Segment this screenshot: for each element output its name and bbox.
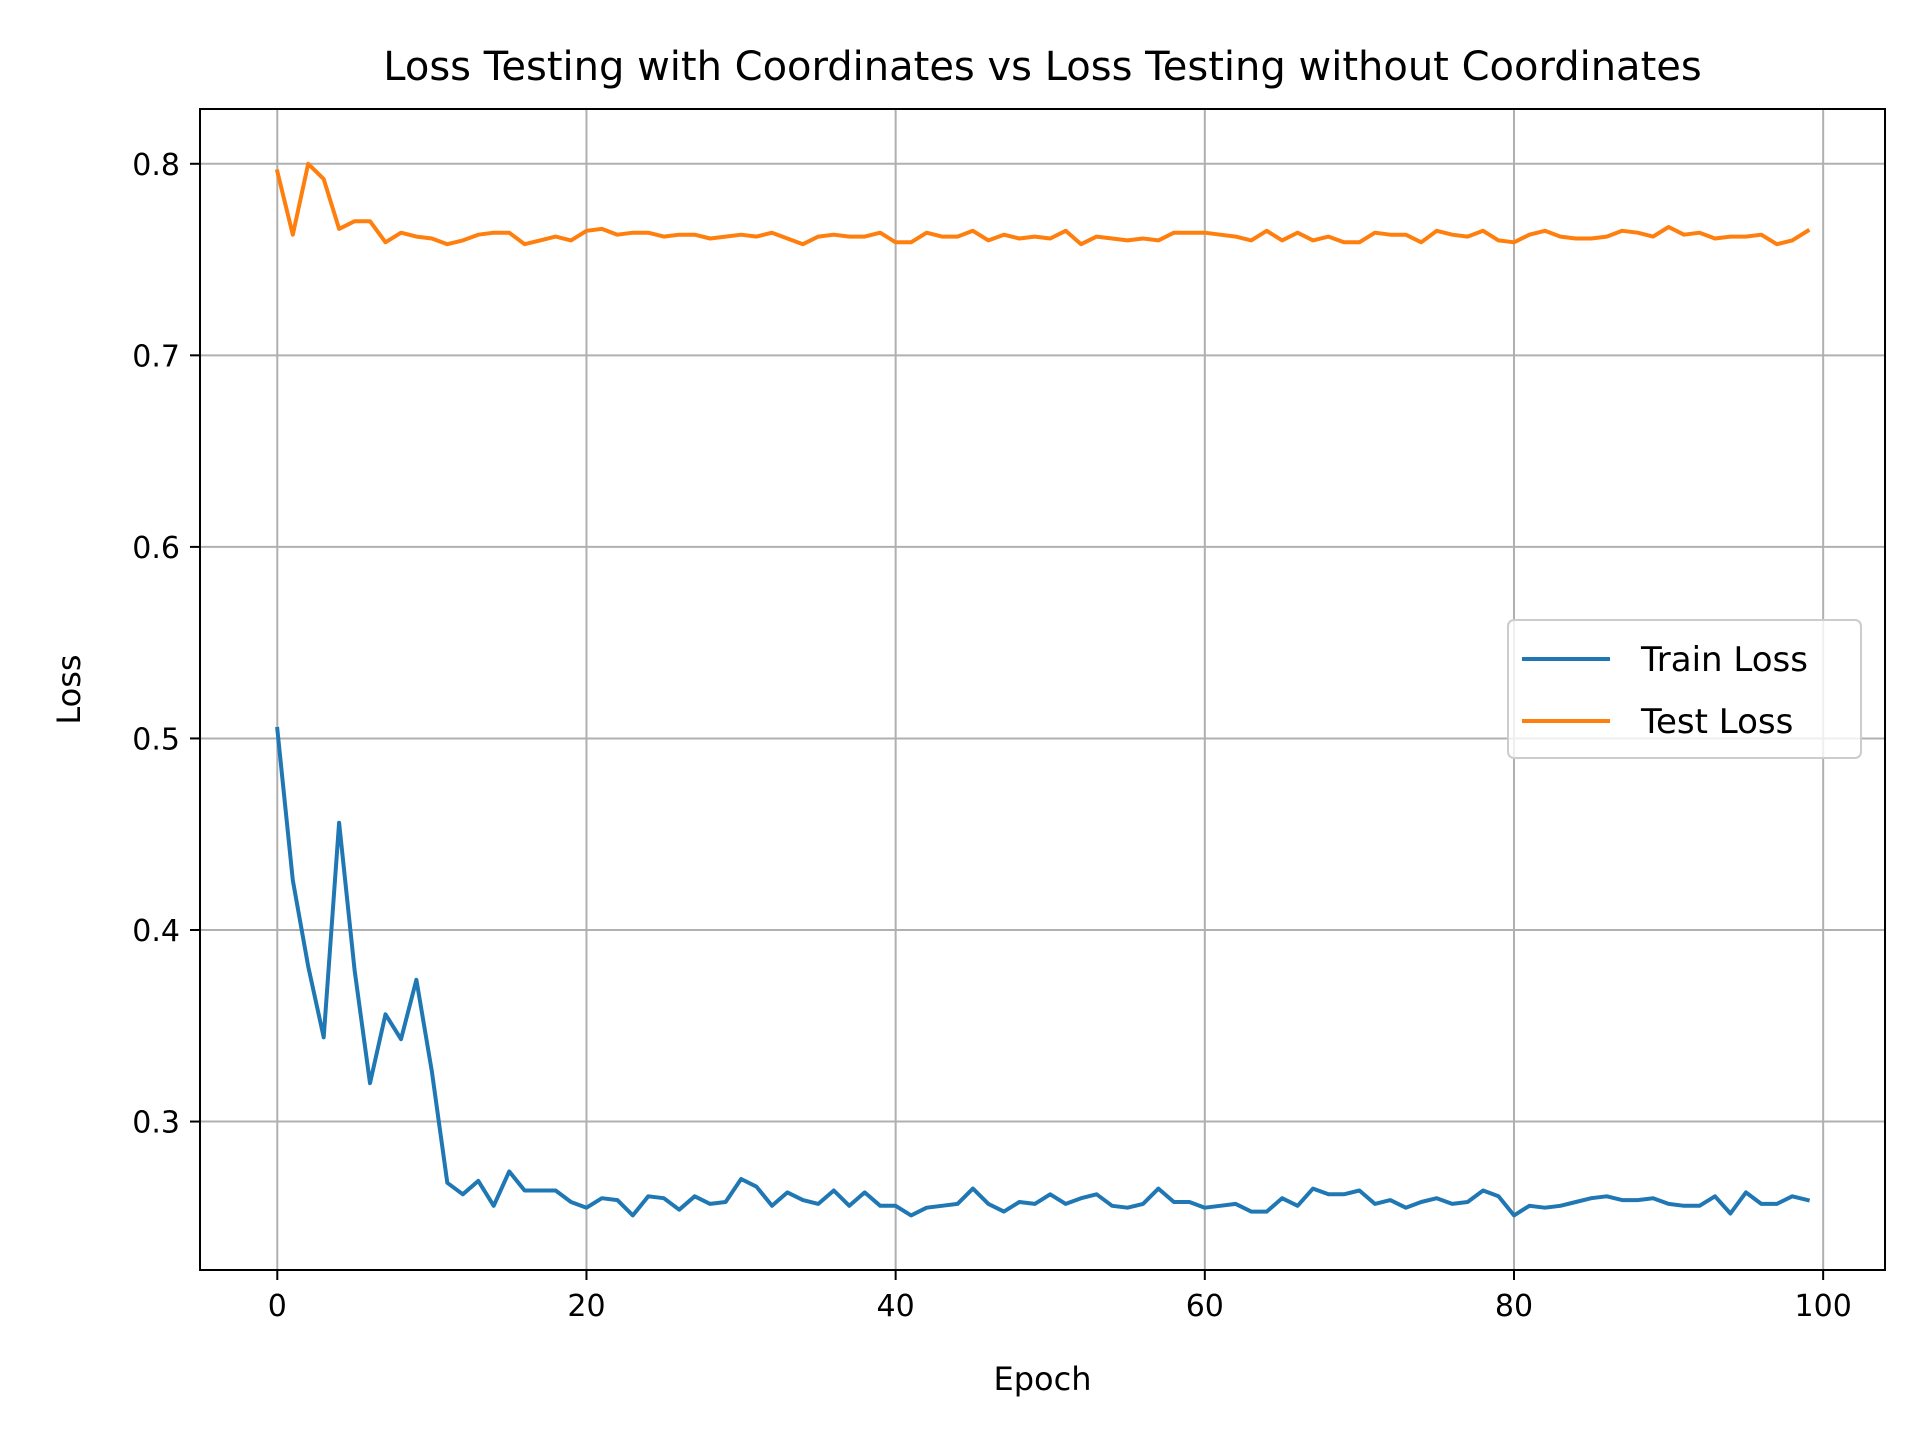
y-tick-label: 0.6 <box>132 531 180 566</box>
y-tick-label: 0.8 <box>132 148 180 183</box>
y-tick-label: 0.5 <box>132 722 180 757</box>
y-tick-label: 0.7 <box>132 339 180 374</box>
x-tick-label: 60 <box>1186 1289 1224 1324</box>
legend-label-train-loss: Train Loss <box>1640 640 1808 680</box>
legend: Train Loss Test Loss <box>1507 619 1862 759</box>
x-tick-label: 0 <box>268 1289 287 1324</box>
y-tick-label: 0.3 <box>132 1106 180 1141</box>
grid <box>200 109 1885 1270</box>
legend-label-test-loss: Test Loss <box>1640 702 1793 742</box>
x-tick-label: 20 <box>567 1289 605 1324</box>
y-axis-label: Loss <box>50 654 88 724</box>
x-axis-label: Epoch <box>994 1360 1092 1398</box>
x-tick-label: 40 <box>877 1289 915 1324</box>
legend-box <box>1507 619 1862 759</box>
series-layer <box>274 161 1811 1218</box>
y-tick-label: 0.4 <box>132 914 180 949</box>
series-line-train-loss <box>275 726 1811 1218</box>
series-line-test-loss <box>274 161 1811 247</box>
axis-ticks: 0 20 40 60 80 100 0.3 0.4 0.5 0.6 0.7 0.8 <box>132 148 1852 1324</box>
plot-area-frame <box>199 108 1886 1271</box>
x-tick-label: 100 <box>1795 1289 1852 1324</box>
x-tick-label: 80 <box>1495 1289 1533 1324</box>
chart-title: Loss Testing with Coordinates vs Loss Te… <box>383 44 1701 90</box>
